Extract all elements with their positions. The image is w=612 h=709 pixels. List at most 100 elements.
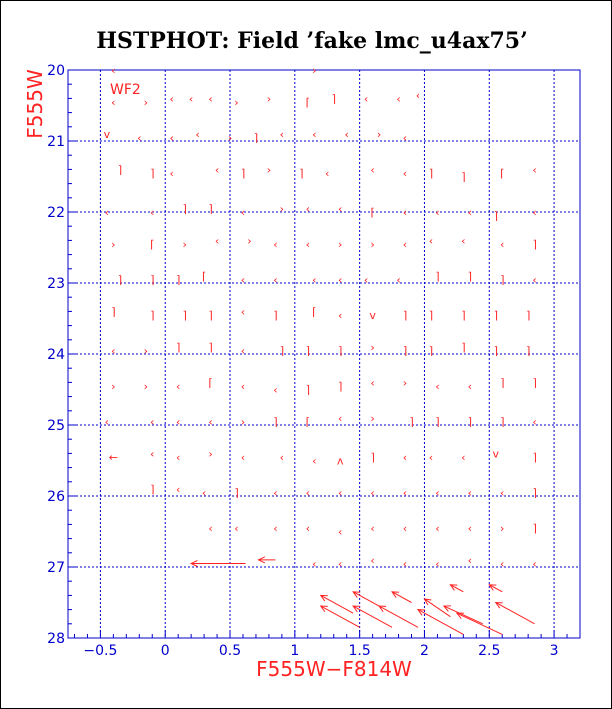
data-point: ⌉: [111, 305, 115, 318]
data-point: ⌉: [494, 344, 498, 357]
vector-arrow: [378, 605, 419, 628]
vector-shaft: [352, 605, 393, 628]
data-point: ›: [234, 96, 238, 109]
data-point: ‹: [195, 128, 199, 141]
vector-head: [449, 584, 458, 591]
x-tick-label: 3: [550, 643, 559, 659]
data-point: ʌ: [337, 455, 344, 468]
data-point: ⌉: [532, 522, 536, 535]
data-point: ⌉: [208, 309, 212, 322]
data-point: ›: [500, 522, 504, 535]
data-markers: ‹ › ‹ ‹ ‹ › › ⌈ ⌉ ‹ ‹ ‹ v ‹ ‹ ‹ › ⌉ ‹ ‹ ‹ › ‹ ⌉ ⌉ ‹ ‹ ⌉ › ⌉ ‹ ‹ ‹ ⌉ ⌉ ⌈ ‹ ‹ ‹ ⌉…: [104, 64, 537, 570]
data-point: ‹: [241, 206, 245, 219]
data-point: ‹: [280, 451, 284, 464]
data-point: ›: [370, 238, 374, 251]
axis-ticks: −0.5 0 0.5 1 1.5 2 2.5 3 20 21 22 23 24 25 26 27 28: [47, 63, 568, 659]
vector-arrow: [391, 591, 412, 603]
data-point: ⌉: [468, 270, 472, 283]
data-point: ⌉: [241, 167, 245, 180]
data-point: ⌉: [306, 344, 310, 357]
vector-head: [423, 598, 432, 606]
data-point: ‹: [176, 451, 180, 464]
data-point: ‹: [500, 486, 504, 499]
displacement-vectors: [189, 556, 535, 635]
data-point: ‹: [241, 380, 245, 393]
vector-head: [352, 605, 361, 613]
y-tick-label: 25: [47, 418, 65, 434]
data-point: ⌉: [176, 341, 180, 354]
data-point: ‹: [364, 92, 368, 105]
data-point: ⌉: [500, 415, 504, 428]
vector-shaft: [378, 605, 419, 628]
data-point: ⌉: [150, 167, 154, 180]
vector-arrow: [488, 584, 503, 593]
data-point: ‹: [176, 380, 180, 393]
data-point: ⌉: [332, 92, 336, 105]
vector-shaft: [320, 605, 360, 628]
data-point: ⌉: [150, 309, 154, 322]
data-point: ‹: [468, 554, 472, 567]
data-point: ‹: [306, 238, 310, 251]
data-point: ‹: [137, 131, 141, 144]
data-point: ‹: [435, 206, 439, 219]
x-tick-label: 2.5: [478, 643, 500, 659]
data-point: ‹: [396, 273, 400, 286]
vector-head: [416, 609, 425, 616]
data-point: ⌉: [273, 415, 277, 428]
data-point: ⌉: [494, 210, 498, 223]
data-point: ›: [241, 415, 245, 428]
data-point: ‹: [111, 344, 115, 357]
x-tick-label: 1: [290, 643, 299, 659]
data-point: ⌉: [208, 341, 212, 354]
data-point: ‹: [429, 234, 433, 247]
data-point: ‹: [364, 273, 368, 286]
data-point: ‹: [273, 384, 277, 397]
y-tick-label: 20: [47, 63, 65, 79]
data-point: ‹: [403, 167, 407, 180]
x-tick-label: 0.5: [219, 643, 241, 659]
data-point: ‹: [215, 163, 219, 176]
data-point: ›: [267, 163, 271, 176]
vector-shaft: [495, 602, 535, 625]
data-point: ⌉: [118, 273, 122, 286]
vector-arrow: [416, 609, 464, 635]
vector-shaft: [456, 612, 503, 635]
data-point: ‹: [169, 92, 173, 105]
data-point: ‹: [468, 380, 472, 393]
data-point: ›: [370, 341, 374, 354]
data-point: ⌉: [150, 483, 154, 496]
data-point: ⌉: [461, 341, 465, 354]
data-point: ‹: [338, 273, 342, 286]
y-tick-label: 21: [47, 134, 65, 150]
x-tick-label: 2: [420, 643, 429, 659]
data-point: ›: [377, 128, 381, 141]
vector-shaft: [320, 594, 354, 614]
data-point: ‹: [370, 376, 374, 389]
data-point: ‹: [150, 415, 154, 428]
data-point: ⌉: [500, 376, 504, 389]
y-tick-label: 26: [47, 489, 65, 505]
data-point: ‹: [189, 92, 193, 105]
data-point: ⌉: [208, 202, 212, 215]
data-point: ⌉: [468, 415, 472, 428]
data-point: ‹: [370, 554, 374, 567]
data-point: ›: [144, 344, 148, 357]
data-point: ⌉: [532, 376, 536, 389]
data-point: ‹: [403, 206, 407, 219]
data-point: ‹: [338, 557, 342, 570]
data-point: ‹: [273, 522, 277, 535]
vector-shaft: [417, 609, 464, 635]
data-point: ←: [109, 451, 118, 464]
y-axis-label: F555W: [23, 69, 47, 139]
data-point: ‹: [312, 557, 316, 570]
x-tick-label: 0: [161, 643, 170, 659]
data-point: ‹: [435, 486, 439, 499]
x-axis-label: F555W−F814W: [256, 657, 412, 681]
data-point: ‹: [468, 206, 472, 219]
data-point: ‹: [312, 273, 316, 286]
data-point: ⌉: [532, 486, 536, 499]
data-point: ⌉: [429, 309, 433, 322]
data-point: ‹: [241, 451, 245, 464]
data-point: ⌈: [208, 376, 212, 389]
vector-head: [488, 584, 497, 591]
